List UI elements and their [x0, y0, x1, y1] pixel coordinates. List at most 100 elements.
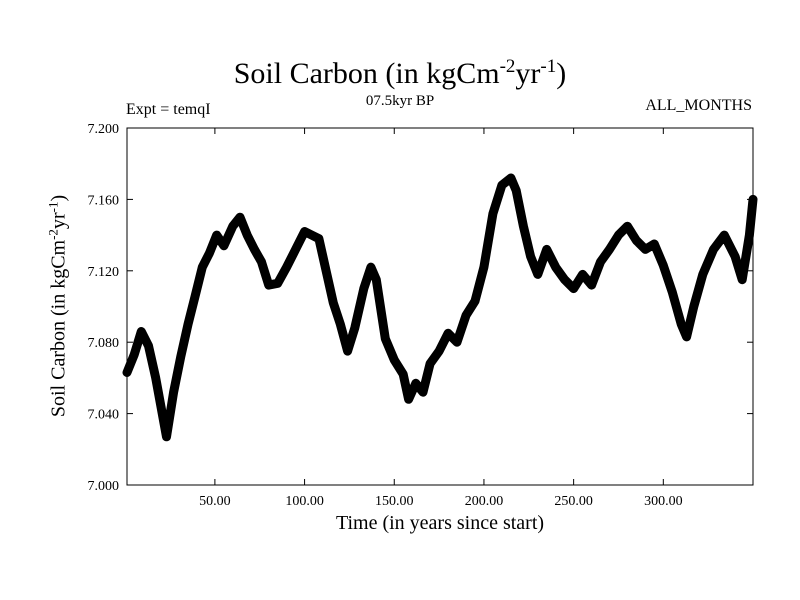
- data-point: [679, 322, 683, 326]
- axis-ticks: 50.00 100.00 150.00 200.00 250.00 300.00 7.000…: [88, 122, 753, 509]
- data-point: [392, 358, 396, 362]
- data-point: [208, 251, 212, 255]
- data-point: [369, 265, 373, 269]
- data-point: [414, 381, 418, 385]
- data-point: [331, 301, 335, 305]
- data-point: [317, 237, 321, 241]
- series-line: [122, 173, 758, 442]
- y-tick-label: 7.160: [88, 193, 120, 208]
- data-point: [303, 230, 307, 234]
- x-tick-label: 300.00: [644, 494, 683, 509]
- data-point: [464, 313, 468, 317]
- data-point: [473, 299, 477, 303]
- y-tick-label: 7.040: [88, 408, 120, 423]
- data-point: [563, 278, 567, 282]
- data-point: [125, 371, 129, 375]
- data-point: [428, 362, 432, 366]
- data-point: [712, 247, 716, 251]
- data-point: [529, 255, 533, 259]
- data-point: [652, 242, 656, 246]
- data-point: [670, 290, 674, 294]
- data-point: [252, 247, 256, 251]
- y-tick-label: 7.080: [88, 336, 120, 351]
- data-point: [536, 272, 540, 276]
- data-point: [751, 197, 755, 201]
- data-point: [338, 322, 342, 326]
- data-point: [310, 233, 314, 237]
- data-point: [634, 238, 638, 242]
- data-point: [147, 344, 151, 348]
- x-tick-label: 250.00: [554, 494, 593, 509]
- data-point: [554, 265, 558, 269]
- x-axis-label: Time (in years since start): [335, 512, 545, 534]
- experiment-label: Expt = temqI: [126, 101, 211, 118]
- data-point: [581, 272, 585, 276]
- data-point: [172, 390, 176, 394]
- data-point: [599, 260, 603, 264]
- data-point: [346, 349, 350, 353]
- y-axis-label: Soil Carbon (in kgCm-2yr-1): [45, 194, 70, 418]
- data-point: [215, 233, 219, 237]
- data-point: [374, 278, 378, 282]
- data-point: [276, 281, 280, 285]
- data-point: [231, 224, 235, 228]
- data-point: [747, 233, 751, 237]
- data-point: [362, 287, 366, 291]
- data-point: [733, 255, 737, 259]
- data-point: [509, 176, 513, 180]
- data-point: [722, 233, 726, 237]
- data-point: [407, 397, 411, 401]
- data-point: [692, 305, 696, 308]
- x-tick-label: 150.00: [375, 494, 414, 509]
- data-point: [661, 263, 665, 267]
- data-point: [590, 283, 594, 287]
- plot-frame: [126, 127, 754, 486]
- data-point: [643, 247, 647, 251]
- chart-title: Soil Carbon (in kgCm-2yr-1): [233, 56, 567, 90]
- data-point: [179, 354, 183, 358]
- data-point: [446, 331, 450, 335]
- chart-subtitle: 07.5kyr BP: [365, 93, 435, 109]
- data-point: [285, 265, 289, 269]
- data-point: [421, 390, 425, 394]
- data-point: [132, 353, 136, 357]
- data-point: [139, 329, 143, 333]
- data-point: [260, 260, 264, 264]
- data-point: [437, 349, 441, 353]
- data-point: [482, 265, 486, 269]
- data-point: [740, 278, 744, 282]
- y-tick-label: 7.200: [88, 122, 120, 137]
- data-point: [608, 247, 612, 251]
- data-point: [401, 372, 405, 376]
- data-point: [685, 335, 689, 339]
- x-tick-label: 100.00: [285, 494, 324, 509]
- y-tick-label: 7.120: [88, 265, 120, 280]
- data-point: [186, 322, 190, 326]
- data-point: [353, 326, 357, 330]
- data-point: [154, 376, 158, 380]
- data-point: [161, 415, 165, 419]
- data-point: [572, 287, 576, 291]
- data-point: [500, 183, 504, 187]
- x-tick-label: 50.00: [199, 494, 231, 509]
- data-point: [324, 269, 328, 273]
- data-point: [514, 188, 518, 192]
- data-point: [701, 272, 705, 276]
- data-point: [625, 224, 629, 228]
- data-point: [383, 337, 387, 341]
- months-label: ALL_MONTHS: [645, 97, 752, 114]
- data-point: [238, 215, 242, 219]
- data-point: [267, 283, 271, 287]
- data-point: [545, 247, 549, 251]
- data-point: [521, 224, 525, 228]
- data-point: [222, 244, 226, 248]
- data-point: [245, 233, 249, 237]
- data-point: [200, 265, 204, 269]
- data-point: [455, 340, 459, 344]
- series-layer: [122, 173, 758, 442]
- data-point: [616, 233, 620, 237]
- y-tick-label: 7.000: [88, 479, 120, 494]
- data-point: [491, 212, 495, 216]
- data-point: [193, 294, 197, 298]
